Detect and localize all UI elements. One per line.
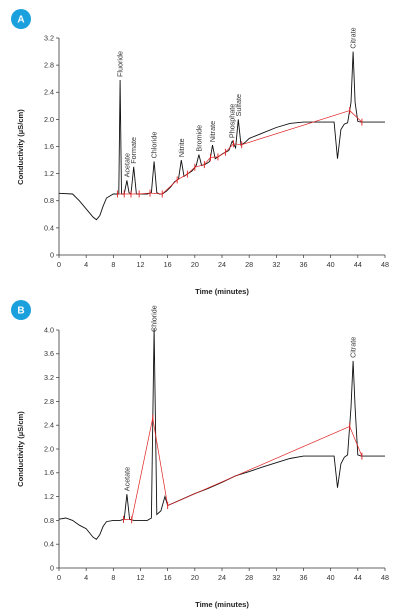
peak-label: Chloride: [150, 305, 159, 332]
panel-b-plot-area: [59, 330, 385, 568]
panel-b-y-axis: 0 0.4 0.8 1.2 1.6 2.0 2.4 2.8 3.2 3.6 4.0: [44, 325, 60, 572]
integration-baseline: [177, 173, 188, 181]
x-tick-label: 40: [327, 573, 335, 582]
integration-baseline: [167, 426, 350, 506]
y-tick-label: 0: [50, 563, 54, 572]
integration-baseline: [349, 426, 363, 457]
panel-b-x-axis-label: Time (minutes): [195, 600, 249, 609]
y-tick-label: 3.6: [44, 349, 54, 358]
x-tick-label: 28: [245, 260, 253, 269]
y-tick-label: 1.2: [44, 492, 54, 501]
panel-b-badge-label: B: [17, 306, 24, 317]
x-tick-label: 12: [137, 573, 145, 582]
peak-label: Nitrate: [208, 121, 217, 142]
integration-baseline: [139, 192, 151, 195]
x-tick-label: 44: [354, 260, 362, 269]
panel-b-integration-markers: [123, 414, 363, 524]
x-tick-label: 4: [84, 573, 88, 582]
peak-label: Fluoride: [116, 51, 125, 77]
x-tick-label: 48: [381, 573, 389, 582]
panel-a-y-axis: 0 0.4 0.8 1.2 1.6 2.0 2.4 2.8 3.2: [44, 33, 60, 259]
x-tick-label: 32: [272, 260, 280, 269]
y-tick-label: 2.8: [44, 397, 54, 406]
integration-baseline: [161, 179, 178, 195]
peak-label: Phosphate: [228, 104, 237, 138]
panel-a-integration-markers: [116, 107, 363, 198]
peak-label: Acetate: [122, 153, 131, 177]
peak-label: Sulfate: [234, 94, 243, 116]
x-tick-label: 36: [300, 260, 308, 269]
panel-b-trace: [58, 327, 385, 541]
panel-a-y-axis-label: Conductivity (µS/cm): [16, 109, 25, 185]
x-tick-label: 32: [272, 573, 280, 582]
panel-a-trace: [58, 51, 385, 221]
y-tick-label: 0.4: [44, 223, 54, 232]
x-tick-label: 16: [164, 260, 172, 269]
x-tick-label: 24: [218, 573, 226, 582]
x-tick-label: 20: [191, 260, 199, 269]
integration-baseline: [204, 157, 211, 165]
x-tick-label: 4: [84, 260, 88, 269]
y-tick-label: 0.8: [44, 196, 54, 205]
panel-b-x-axis: 0 4 8 12 16 20 24 28 32 36 40 44 48: [57, 567, 389, 582]
x-tick-label: 0: [57, 260, 61, 269]
y-tick-label: 3.2: [44, 373, 54, 382]
y-tick-label: 2.0: [44, 115, 54, 124]
y-tick-label: 0.4: [44, 540, 54, 549]
y-tick-label: 2.4: [44, 88, 54, 97]
integration-baseline: [187, 167, 196, 175]
panel-b-badge: [11, 300, 31, 320]
y-tick-label: 0.8: [44, 516, 54, 525]
y-tick-label: 0: [50, 250, 54, 259]
x-tick-label: 48: [381, 260, 389, 269]
integration-baseline: [149, 192, 163, 195]
peak-label: Chloride: [150, 132, 159, 159]
panel-a-badge-label: A: [17, 15, 24, 26]
y-tick-label: 2.8: [44, 61, 54, 70]
integration-baseline: [194, 164, 205, 168]
y-tick-label: 3.2: [44, 33, 54, 42]
peak-label: Nitrite: [177, 138, 186, 157]
peak-label: Citrate: [349, 337, 358, 358]
y-tick-label: 4.0: [44, 325, 54, 334]
peak-label: Formate: [129, 137, 138, 164]
peak-label: Citrate: [349, 27, 358, 48]
y-tick-label: 1.6: [44, 468, 54, 477]
x-tick-label: 8: [111, 573, 115, 582]
x-tick-label: 12: [137, 260, 145, 269]
integration-baseline: [225, 143, 234, 153]
integration-baseline: [152, 418, 169, 506]
panel-a-badge: [11, 9, 31, 29]
y-tick-label: 1.6: [44, 142, 54, 151]
x-tick-label: 16: [164, 573, 172, 582]
panel-b-peak-labels: Acetate Chloride Citrate: [122, 305, 357, 491]
integration-baseline: [217, 151, 226, 158]
x-tick-label: 8: [111, 260, 115, 269]
y-tick-label: 2.4: [44, 421, 54, 430]
x-tick-label: 0: [57, 573, 61, 582]
panel-a-x-axis: 0 4 8 12 16 20 24 28 32 36 40 44 48: [57, 254, 389, 269]
x-tick-label: 28: [245, 573, 253, 582]
panel-b: B 00.40.81.21.62.02.42.83.23.64.0 0 4 8 12 1…: [11, 300, 389, 609]
y-tick-label: 2.0: [44, 444, 54, 453]
x-tick-label: 36: [300, 573, 308, 582]
panel-a-x-axis-label: Time (minutes): [195, 287, 249, 296]
x-tick-label: 44: [354, 573, 362, 582]
integration-baseline: [349, 110, 363, 123]
integration-baseline: [241, 110, 350, 146]
panel-b-y-axis-label: Conductivity (µS/cm): [16, 411, 25, 487]
x-tick-label: 40: [327, 260, 335, 269]
integration-baseline: [131, 417, 154, 520]
y-tick-label: 1.2: [44, 169, 54, 178]
integration-baseline: [233, 143, 242, 146]
peak-label: Bromide: [194, 125, 203, 152]
peak-label: Acetate: [122, 467, 131, 491]
x-tick-label: 24: [218, 260, 226, 269]
panel-a: A 00.40.81.21.62.02.42.83.2 0 4 8 12 16 20 24 2…: [11, 9, 389, 296]
x-tick-label: 20: [191, 573, 199, 582]
